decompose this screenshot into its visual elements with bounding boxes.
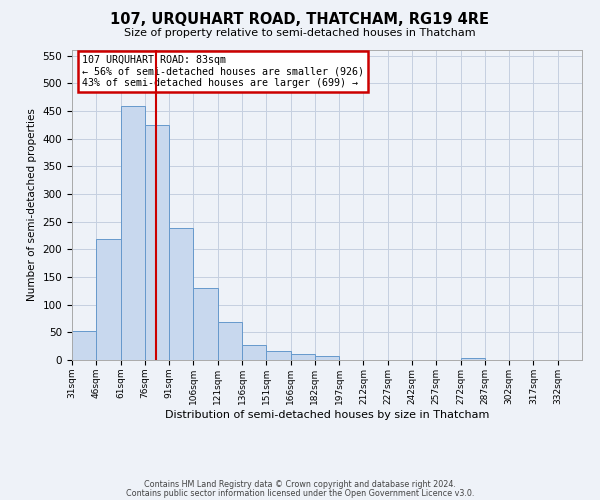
Text: 107, URQUHART ROAD, THATCHAM, RG19 4RE: 107, URQUHART ROAD, THATCHAM, RG19 4RE [110,12,490,28]
Text: Size of property relative to semi-detached houses in Thatcham: Size of property relative to semi-detach… [124,28,476,38]
X-axis label: Distribution of semi-detached houses by size in Thatcham: Distribution of semi-detached houses by … [165,410,489,420]
Bar [72,331,96,360]
Bar [145,124,169,360]
Bar [242,344,266,360]
Bar [290,354,315,360]
Bar [461,358,485,360]
Text: 107 URQUHART ROAD: 83sqm
← 56% of semi-detached houses are smaller (926)
43% of : 107 URQUHART ROAD: 83sqm ← 56% of semi-d… [82,54,364,88]
Text: Contains HM Land Registry data © Crown copyright and database right 2024.: Contains HM Land Registry data © Crown c… [144,480,456,489]
Bar [266,350,290,360]
Bar [218,322,242,360]
Bar [96,240,121,360]
Bar [193,288,218,360]
Bar [315,356,339,360]
Text: Contains public sector information licensed under the Open Government Licence v3: Contains public sector information licen… [126,488,474,498]
Bar [169,228,193,360]
Y-axis label: Number of semi-detached properties: Number of semi-detached properties [27,108,37,302]
Bar [121,106,145,360]
